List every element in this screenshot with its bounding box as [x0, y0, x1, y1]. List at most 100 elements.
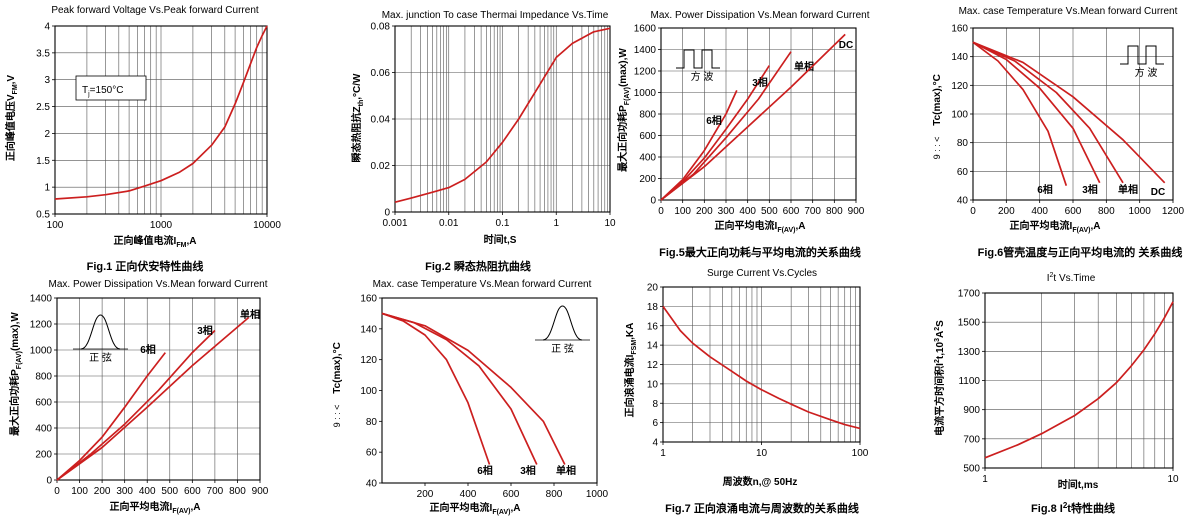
- y-tick-label: 3.5: [36, 48, 50, 59]
- series-line-x: [972, 41, 1124, 184]
- y-tick-label: 0.08: [371, 22, 391, 33]
- x-tick-label: 10000: [253, 220, 281, 231]
- x-tick-label: 0.001: [382, 218, 407, 229]
- series-line-s0: [984, 301, 1174, 459]
- y-tick-label: 18: [647, 302, 659, 313]
- y-tick-label: 1500: [958, 318, 981, 329]
- figure-caption: Fig.7 正向浪涌电流与周波数的关系曲线: [665, 501, 859, 515]
- x-tick-label: 700: [207, 486, 224, 497]
- x-tick-label: 800: [229, 486, 246, 497]
- x-tick-label: 1200: [1162, 206, 1185, 217]
- series-name-label: 3相: [1082, 183, 1098, 196]
- y-tick-label: 1700: [958, 289, 981, 300]
- annotation-text: Tj=150°C: [82, 85, 123, 98]
- series-name-label: 3相: [520, 464, 536, 477]
- chart-title: Max. Power Dissipation Vs.Mean forward C…: [49, 279, 268, 290]
- x-axis-label: 周波数n,@ 50Hz: [723, 475, 798, 488]
- y-tick-label: 400: [639, 153, 656, 164]
- y-axis-label: Tc(max),°C: [932, 74, 943, 126]
- y-axis-label: 最大正向功耗PF(AV)(max),W: [616, 48, 631, 172]
- sine-wave-icon: [80, 314, 121, 350]
- y-tick-label: 1400: [30, 294, 53, 305]
- x-tick-label: 200: [696, 206, 713, 217]
- plot-frame: [56, 297, 261, 481]
- square-wave-inset: 方 波: [676, 49, 720, 83]
- chart-fig3: Max. Power Dissipation Vs.Mean forward C…: [8, 279, 269, 515]
- y-tick-label: 12: [647, 360, 659, 371]
- series-name-label: 3相: [197, 324, 213, 337]
- x-tick-label: 400: [1031, 206, 1048, 217]
- x-tick-label: 200: [417, 489, 434, 500]
- x-tick-label: 0: [970, 206, 976, 217]
- y-tick-label: 16: [647, 321, 659, 332]
- chart-fig4: Max. case Temperature Vs.Mean forward Cu…: [332, 279, 609, 516]
- series-line-6: [381, 312, 491, 465]
- x-tick-label: 800: [1098, 206, 1115, 217]
- series-line-s0: [394, 27, 611, 204]
- y-axis-label: Tc(max),°C: [332, 342, 343, 394]
- x-tick-label: 700: [804, 206, 821, 217]
- y-tick-label: 120: [360, 355, 377, 366]
- y-tick-label: 100: [951, 110, 968, 121]
- x-tick-label: 1000: [150, 220, 173, 231]
- x-tick-label: 400: [460, 489, 477, 500]
- x-tick-label: 1000: [586, 489, 609, 500]
- temperature-annotation: Tj=150°C: [75, 75, 147, 101]
- x-tick-label: 800: [546, 489, 563, 500]
- y-tick-label: 14: [647, 341, 659, 352]
- x-tick-label: 200: [998, 206, 1015, 217]
- x-axis-label: 正向平均电流IF(AV),A: [430, 501, 521, 516]
- y-tick-label: 120: [951, 81, 968, 92]
- y-tick-label: 0: [46, 476, 52, 487]
- x-tick-label: 100: [852, 448, 869, 459]
- y-tick-label: 0.06: [371, 68, 391, 79]
- chart-title: Peak forward Voltage Vs.Peak forward Cur…: [51, 5, 259, 16]
- x-axis-label: 正向平均电流IF(AV),A: [1010, 219, 1101, 234]
- square-wave-icon: [676, 49, 720, 69]
- inset-label: 正 弦: [89, 351, 112, 364]
- series-name-label: 单相: [1118, 183, 1138, 196]
- chart-fig6: Max. case Temperature Vs.Mean forward Cu…: [932, 6, 1185, 259]
- x-tick-label: 1: [553, 218, 559, 229]
- x-tick-label: 400: [739, 206, 756, 217]
- x-tick-label: 600: [783, 206, 800, 217]
- y-tick-label: 800: [639, 110, 656, 121]
- y-tick-label: 6: [652, 418, 658, 429]
- y-tick-label: 40: [366, 479, 378, 490]
- x-axis-label: 正向平均电流IF(AV),A: [715, 219, 806, 234]
- y-tick-label: 3: [44, 75, 50, 86]
- y-tick-label: 200: [35, 450, 52, 461]
- series-name-label: 3相: [752, 76, 768, 89]
- chart-title: Max. junction To case Thermai Impedance …: [382, 10, 609, 21]
- x-tick-label: 1: [982, 474, 988, 485]
- series-line-dc: [972, 41, 1166, 184]
- inset-label: 方 波: [1135, 66, 1158, 79]
- x-tick-label: 10: [756, 448, 768, 459]
- chart-title: I2t Vs.Time: [1047, 272, 1096, 284]
- x-tick-label: 600: [184, 486, 201, 497]
- square-wave-inset: 方 波: [1120, 45, 1164, 79]
- y-tick-label: 140: [951, 52, 968, 63]
- y-tick-label: 8: [652, 399, 658, 410]
- y-tick-label: 1000: [30, 346, 53, 357]
- chart-title: Max. Power Dissipation Vs.Mean forward C…: [651, 10, 870, 21]
- y-tick-label: 20: [647, 283, 659, 294]
- square-wave-icon: [1120, 45, 1164, 65]
- y-tick-label: 1600: [634, 24, 657, 35]
- chart-title: Max. case Temperature Vs.Mean forward Cu…: [959, 6, 1178, 17]
- x-tick-label: 0: [54, 486, 60, 497]
- x-tick-label: 400: [139, 486, 156, 497]
- y-tick-label: 80: [366, 417, 378, 428]
- y-tick-label: 900: [963, 405, 980, 416]
- y-tick-label: 0.5: [36, 210, 50, 221]
- figure-caption: Fig.8 I2t特性曲线: [1031, 501, 1115, 515]
- y-tick-label: 700: [963, 434, 980, 445]
- y-tick-label: 1200: [634, 67, 657, 78]
- x-tick-label: 600: [503, 489, 520, 500]
- y-tick-label: 60: [957, 167, 969, 178]
- series-line-x: [381, 312, 566, 465]
- series-line-dc: [660, 33, 846, 201]
- x-tick-label: 10: [604, 218, 616, 229]
- y-tick-label: 400: [35, 424, 52, 435]
- series-line-3: [56, 329, 216, 481]
